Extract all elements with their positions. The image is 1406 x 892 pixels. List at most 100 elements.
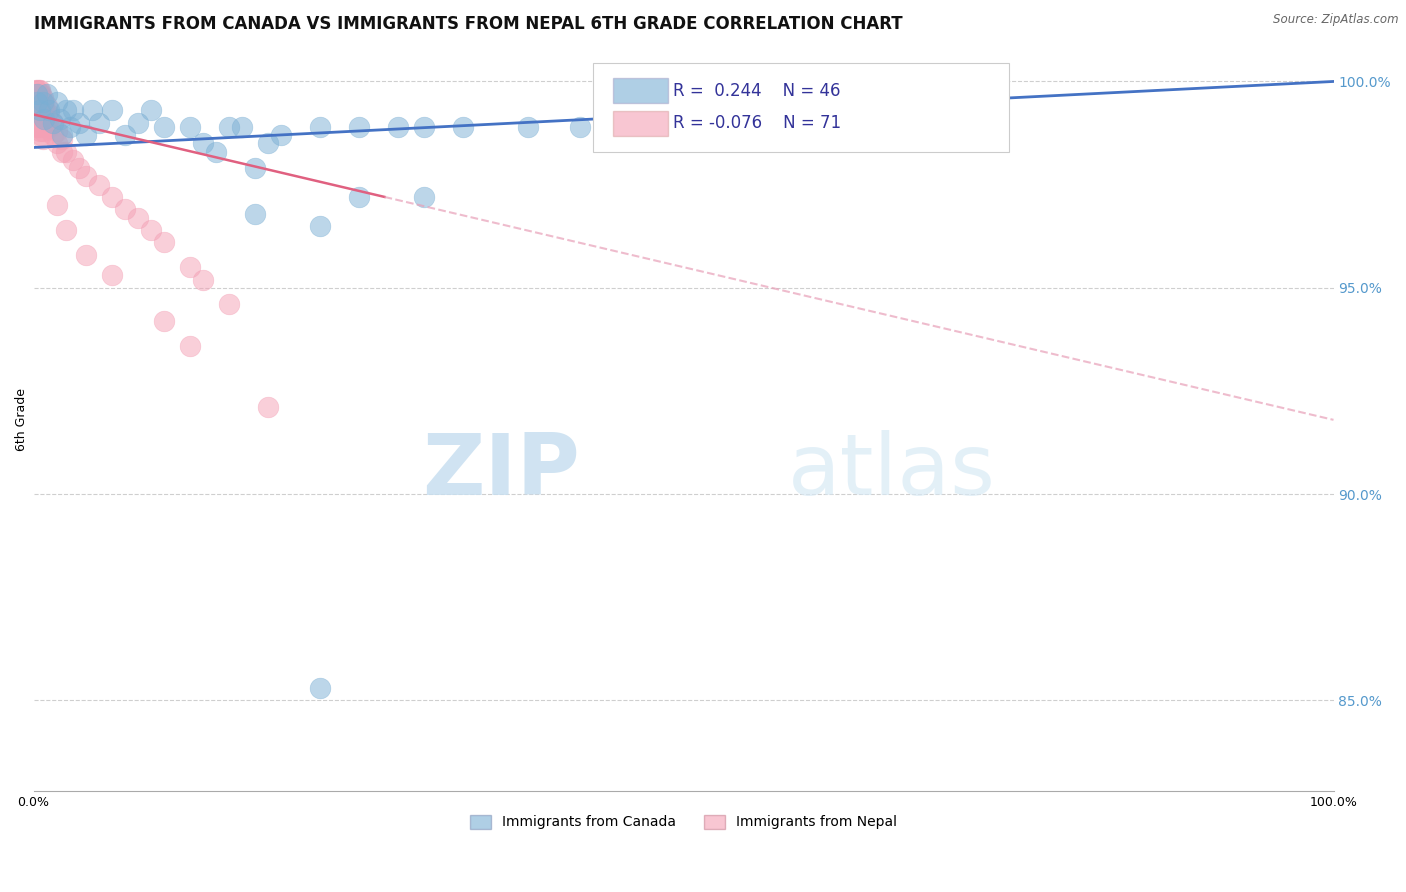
Point [179,120,201,134]
Point [35,120,58,134]
Point [31,107,53,121]
Point [699,120,721,134]
Point [27,91,49,105]
Point [31,95,53,109]
Point [28,124,51,138]
Point [308,681,330,695]
Point [139,223,162,237]
Point [100,268,122,283]
Point [48,112,70,126]
Point [256,136,278,151]
Point [28,87,51,101]
Point [25,95,48,109]
Legend: Immigrants from Canada, Immigrants from Nepal: Immigrants from Canada, Immigrants from … [463,807,904,837]
Point [28,87,51,101]
Point [46,124,69,138]
Point [139,103,162,118]
Point [387,120,409,134]
Point [27,99,49,113]
Point [35,99,58,113]
Point [67,161,90,175]
Point [179,338,201,352]
Point [80,103,103,118]
FancyBboxPatch shape [613,78,668,103]
Point [218,297,240,311]
Point [28,116,51,130]
Point [75,169,97,184]
Point [737,120,759,134]
Point [270,128,292,142]
Point [38,103,60,118]
Point [30,128,52,142]
Point [633,120,655,134]
Point [51,145,73,159]
Point [243,206,266,220]
Point [46,95,69,109]
Point [38,107,60,121]
Point [42,116,65,130]
Point [42,116,65,130]
Point [30,103,52,118]
Point [28,103,51,118]
Point [32,116,55,130]
Text: atlas: atlas [787,430,995,514]
Point [191,272,214,286]
Point [412,120,434,134]
Point [28,83,51,97]
Point [35,87,58,101]
Point [31,116,53,130]
Point [516,120,538,134]
Point [243,161,266,175]
Point [308,120,330,134]
Point [763,120,786,134]
Point [28,83,51,97]
Point [27,87,49,101]
Point [114,128,136,142]
Text: ZIP: ZIP [422,430,579,514]
Point [67,116,90,130]
Text: IMMIGRANTS FROM CANADA VS IMMIGRANTS FROM NEPAL 6TH GRADE CORRELATION CHART: IMMIGRANTS FROM CANADA VS IMMIGRANTS FRO… [34,15,903,33]
Point [28,103,51,118]
Point [87,116,110,130]
Point [204,145,226,159]
Point [30,87,52,101]
Point [28,91,51,105]
Point [51,128,73,142]
Point [28,103,51,118]
Point [127,116,149,130]
Point [27,120,49,134]
Point [32,95,55,109]
Point [256,401,278,415]
Point [114,202,136,217]
Point [28,107,51,121]
Y-axis label: 6th Grade: 6th Grade [15,388,28,451]
Point [28,116,51,130]
Point [179,260,201,275]
Text: Source: ZipAtlas.com: Source: ZipAtlas.com [1274,13,1399,27]
Point [27,107,49,121]
Point [412,190,434,204]
Point [347,120,370,134]
Point [803,120,825,134]
Point [218,120,240,134]
Point [27,103,49,118]
Point [46,136,69,151]
FancyBboxPatch shape [613,111,668,136]
Point [31,124,53,138]
Point [75,128,97,142]
Point [672,120,695,134]
Point [35,107,58,121]
Point [828,128,851,142]
FancyBboxPatch shape [592,63,1008,153]
Point [25,91,48,105]
Point [38,120,60,134]
Point [31,91,53,105]
Point [27,95,49,109]
Point [27,87,49,101]
Point [568,120,591,134]
Point [31,99,53,113]
Point [55,103,77,118]
Point [32,103,55,118]
Point [30,120,52,134]
Point [308,219,330,233]
